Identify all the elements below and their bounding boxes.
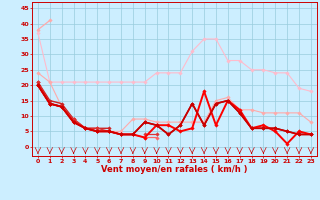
- X-axis label: Vent moyen/en rafales ( km/h ): Vent moyen/en rafales ( km/h ): [101, 165, 248, 174]
